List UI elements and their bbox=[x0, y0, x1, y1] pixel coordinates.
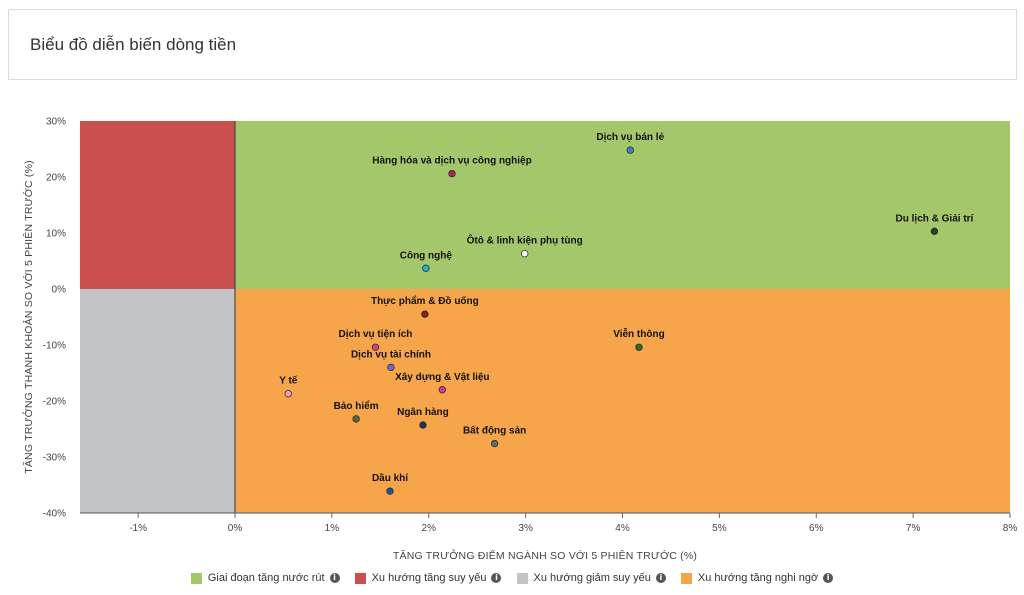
cashflow-scatter-chart: -1% 0% 1% 2% 3% 4% 5% 6% 7% 8% 30% 20% 10% 0% -10% -20%… bbox=[22, 117, 1018, 563]
data-point[interactable] bbox=[352, 415, 360, 423]
data-point[interactable] bbox=[635, 343, 643, 351]
data-point-group[interactable]: Bảo hiểm bbox=[334, 400, 379, 423]
x-tick-label: 3% bbox=[518, 523, 533, 534]
data-point-label: Ngân hàng bbox=[397, 407, 449, 418]
data-point[interactable] bbox=[284, 390, 292, 398]
data-point[interactable] bbox=[419, 421, 427, 429]
quadrant-bottom-right bbox=[235, 289, 1010, 513]
info-icon[interactable]: i bbox=[823, 573, 834, 583]
data-point[interactable] bbox=[387, 363, 395, 372]
y-tick-label: -30% bbox=[43, 453, 66, 464]
data-point-group[interactable]: Y tế bbox=[279, 375, 298, 398]
legend-label: Xu hướng tăng suy yếu bbox=[371, 572, 487, 584]
data-point[interactable] bbox=[422, 264, 430, 272]
data-point-label: Bất động sản bbox=[463, 425, 526, 437]
y-tick-label: -20% bbox=[43, 397, 66, 408]
data-point-label: Viễn thông bbox=[613, 327, 664, 340]
legend-item-giai-doan-tang-nuoc-rut[interactable]: Giai đoạn tăng nước rút i bbox=[190, 572, 340, 584]
data-point-group[interactable]: Dịch vụ tiện ích bbox=[339, 329, 413, 351]
legend-item-xu-huong-tang-suy-yeu[interactable]: Xu hướng tăng suy yếu i bbox=[354, 572, 502, 584]
info-icon[interactable]: i bbox=[491, 573, 502, 583]
data-point-label: Thực phẩm & Đồ uống bbox=[371, 295, 479, 307]
y-axis-label: TĂNG TRƯỞNG THANH KHOẢN SO VỚI 5 PHIÊN T… bbox=[22, 160, 35, 474]
data-point-group[interactable]: Du lịch & Giải trí bbox=[896, 213, 975, 235]
page-title: Biểu đồ diễn biến dòng tiền bbox=[30, 35, 237, 54]
data-point[interactable] bbox=[626, 146, 634, 154]
info-icon[interactable]: i bbox=[655, 573, 666, 583]
data-point-label: Công nghệ bbox=[400, 250, 453, 261]
quadrant-top-right bbox=[235, 121, 1010, 289]
x-tick-label: 0% bbox=[228, 523, 243, 534]
legend-swatch bbox=[354, 572, 366, 584]
legend-swatch bbox=[190, 572, 202, 584]
data-point-group[interactable]: Viễn thông bbox=[613, 327, 665, 351]
data-point-label: Ôtô & linh kiện phụ tùng bbox=[467, 234, 583, 247]
data-point[interactable] bbox=[930, 227, 939, 235]
x-tick-label: 1% bbox=[325, 523, 340, 534]
legend-label: Xu hướng giảm suy yếu bbox=[533, 572, 651, 584]
data-point-label: Dịch vụ tài chính bbox=[351, 349, 431, 360]
data-point-group[interactable]: Thực phẩm & Đồ uống bbox=[371, 295, 479, 318]
data-point[interactable] bbox=[386, 487, 394, 495]
y-tick-label: 30% bbox=[46, 117, 66, 128]
legend-swatch bbox=[516, 572, 528, 584]
data-point-label: Xây dựng & Vật liệu bbox=[395, 372, 489, 383]
y-tick-label: 0% bbox=[52, 285, 67, 296]
x-tick-label: 7% bbox=[906, 523, 921, 534]
data-point-group[interactable]: Hàng hóa và dịch vụ công nghiệp bbox=[372, 156, 532, 178]
info-icon[interactable]: i bbox=[329, 573, 340, 583]
data-point-group[interactable]: Bất động sản bbox=[463, 425, 526, 448]
data-point[interactable] bbox=[371, 343, 380, 351]
legend-item-xu-huong-giam-suy-yeu[interactable]: Xu hướng giảm suy yếu i bbox=[516, 572, 666, 584]
x-tick-label: 2% bbox=[422, 523, 437, 534]
data-point[interactable] bbox=[490, 439, 499, 448]
data-point-label: Dịch vụ bán lẻ bbox=[596, 132, 664, 143]
data-point-group[interactable]: Dịch vụ bán lẻ bbox=[596, 132, 665, 154]
data-point-label: Hàng hóa và dịch vụ công nghiệp bbox=[372, 156, 531, 167]
data-point[interactable] bbox=[438, 386, 446, 394]
quadrant-top-left bbox=[80, 121, 235, 289]
y-tick-label: 20% bbox=[46, 173, 66, 184]
legend-item-xu-huong-tang-nghi-ngo[interactable]: Xu hướng tăng nghi ngờ i bbox=[680, 572, 834, 584]
x-tick-label: 5% bbox=[712, 523, 727, 534]
x-tick-label: 4% bbox=[615, 523, 630, 534]
data-point[interactable] bbox=[448, 169, 456, 178]
data-point-group[interactable]: Dịch vụ tài chính bbox=[351, 349, 431, 372]
data-point-label: Du lịch & Giải trí bbox=[896, 213, 975, 224]
chart-legend: Giai đoạn tăng nước rút i Xu hướng tăng … bbox=[0, 572, 1024, 587]
x-axis-label: TĂNG TRƯỞNG ĐIỂM NGÀNH SO VỚI 5 PHIÊN TR… bbox=[393, 549, 697, 562]
legend-label: Giai đoạn tăng nước rút bbox=[207, 572, 325, 584]
data-point-label: Bảo hiểm bbox=[334, 400, 379, 412]
legend-label: Xu hướng tăng nghi ngờ bbox=[697, 572, 819, 584]
y-tick-label: 10% bbox=[46, 229, 66, 240]
data-point-group[interactable]: Công nghệ bbox=[400, 250, 453, 272]
data-point-label: Dịch vụ tiện ích bbox=[339, 329, 413, 340]
data-point-group[interactable]: Xây dựng & Vật liệu bbox=[395, 372, 490, 394]
y-tick-label: -40% bbox=[43, 509, 66, 520]
x-tick-label: -1% bbox=[129, 523, 147, 534]
x-tick-label: 8% bbox=[1003, 523, 1018, 534]
data-point[interactable] bbox=[521, 250, 529, 258]
chart-title-card: Biểu đồ diễn biến dòng tiền bbox=[8, 9, 1017, 80]
data-point-label: Dầu khí bbox=[372, 472, 409, 484]
legend-swatch bbox=[680, 572, 692, 584]
data-point-group[interactable]: Dầu khí bbox=[372, 472, 409, 495]
data-point-group[interactable]: Ngân hàng bbox=[397, 407, 449, 429]
x-tick-label: 6% bbox=[809, 523, 824, 534]
data-point-group[interactable]: Ôtô & linh kiện phụ tùng bbox=[467, 234, 583, 258]
data-point[interactable] bbox=[421, 310, 429, 318]
quadrant-bottom-left bbox=[80, 289, 235, 513]
y-tick-label: -10% bbox=[43, 341, 66, 352]
data-point-label: Y tế bbox=[279, 375, 298, 387]
